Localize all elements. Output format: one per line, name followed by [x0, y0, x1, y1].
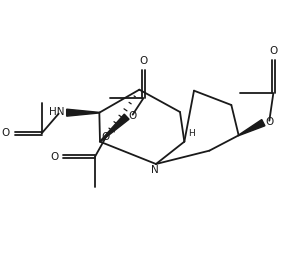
Text: N: N — [151, 165, 159, 175]
Text: O: O — [139, 56, 148, 66]
Text: O: O — [101, 132, 110, 142]
Text: O: O — [129, 111, 137, 121]
Text: O: O — [269, 46, 277, 56]
Polygon shape — [67, 109, 99, 116]
Text: O: O — [2, 128, 10, 138]
Text: HN: HN — [49, 107, 65, 117]
Text: O: O — [50, 152, 58, 162]
Polygon shape — [238, 119, 265, 136]
Text: H: H — [188, 129, 195, 138]
Text: O: O — [265, 117, 274, 127]
Polygon shape — [100, 114, 129, 142]
